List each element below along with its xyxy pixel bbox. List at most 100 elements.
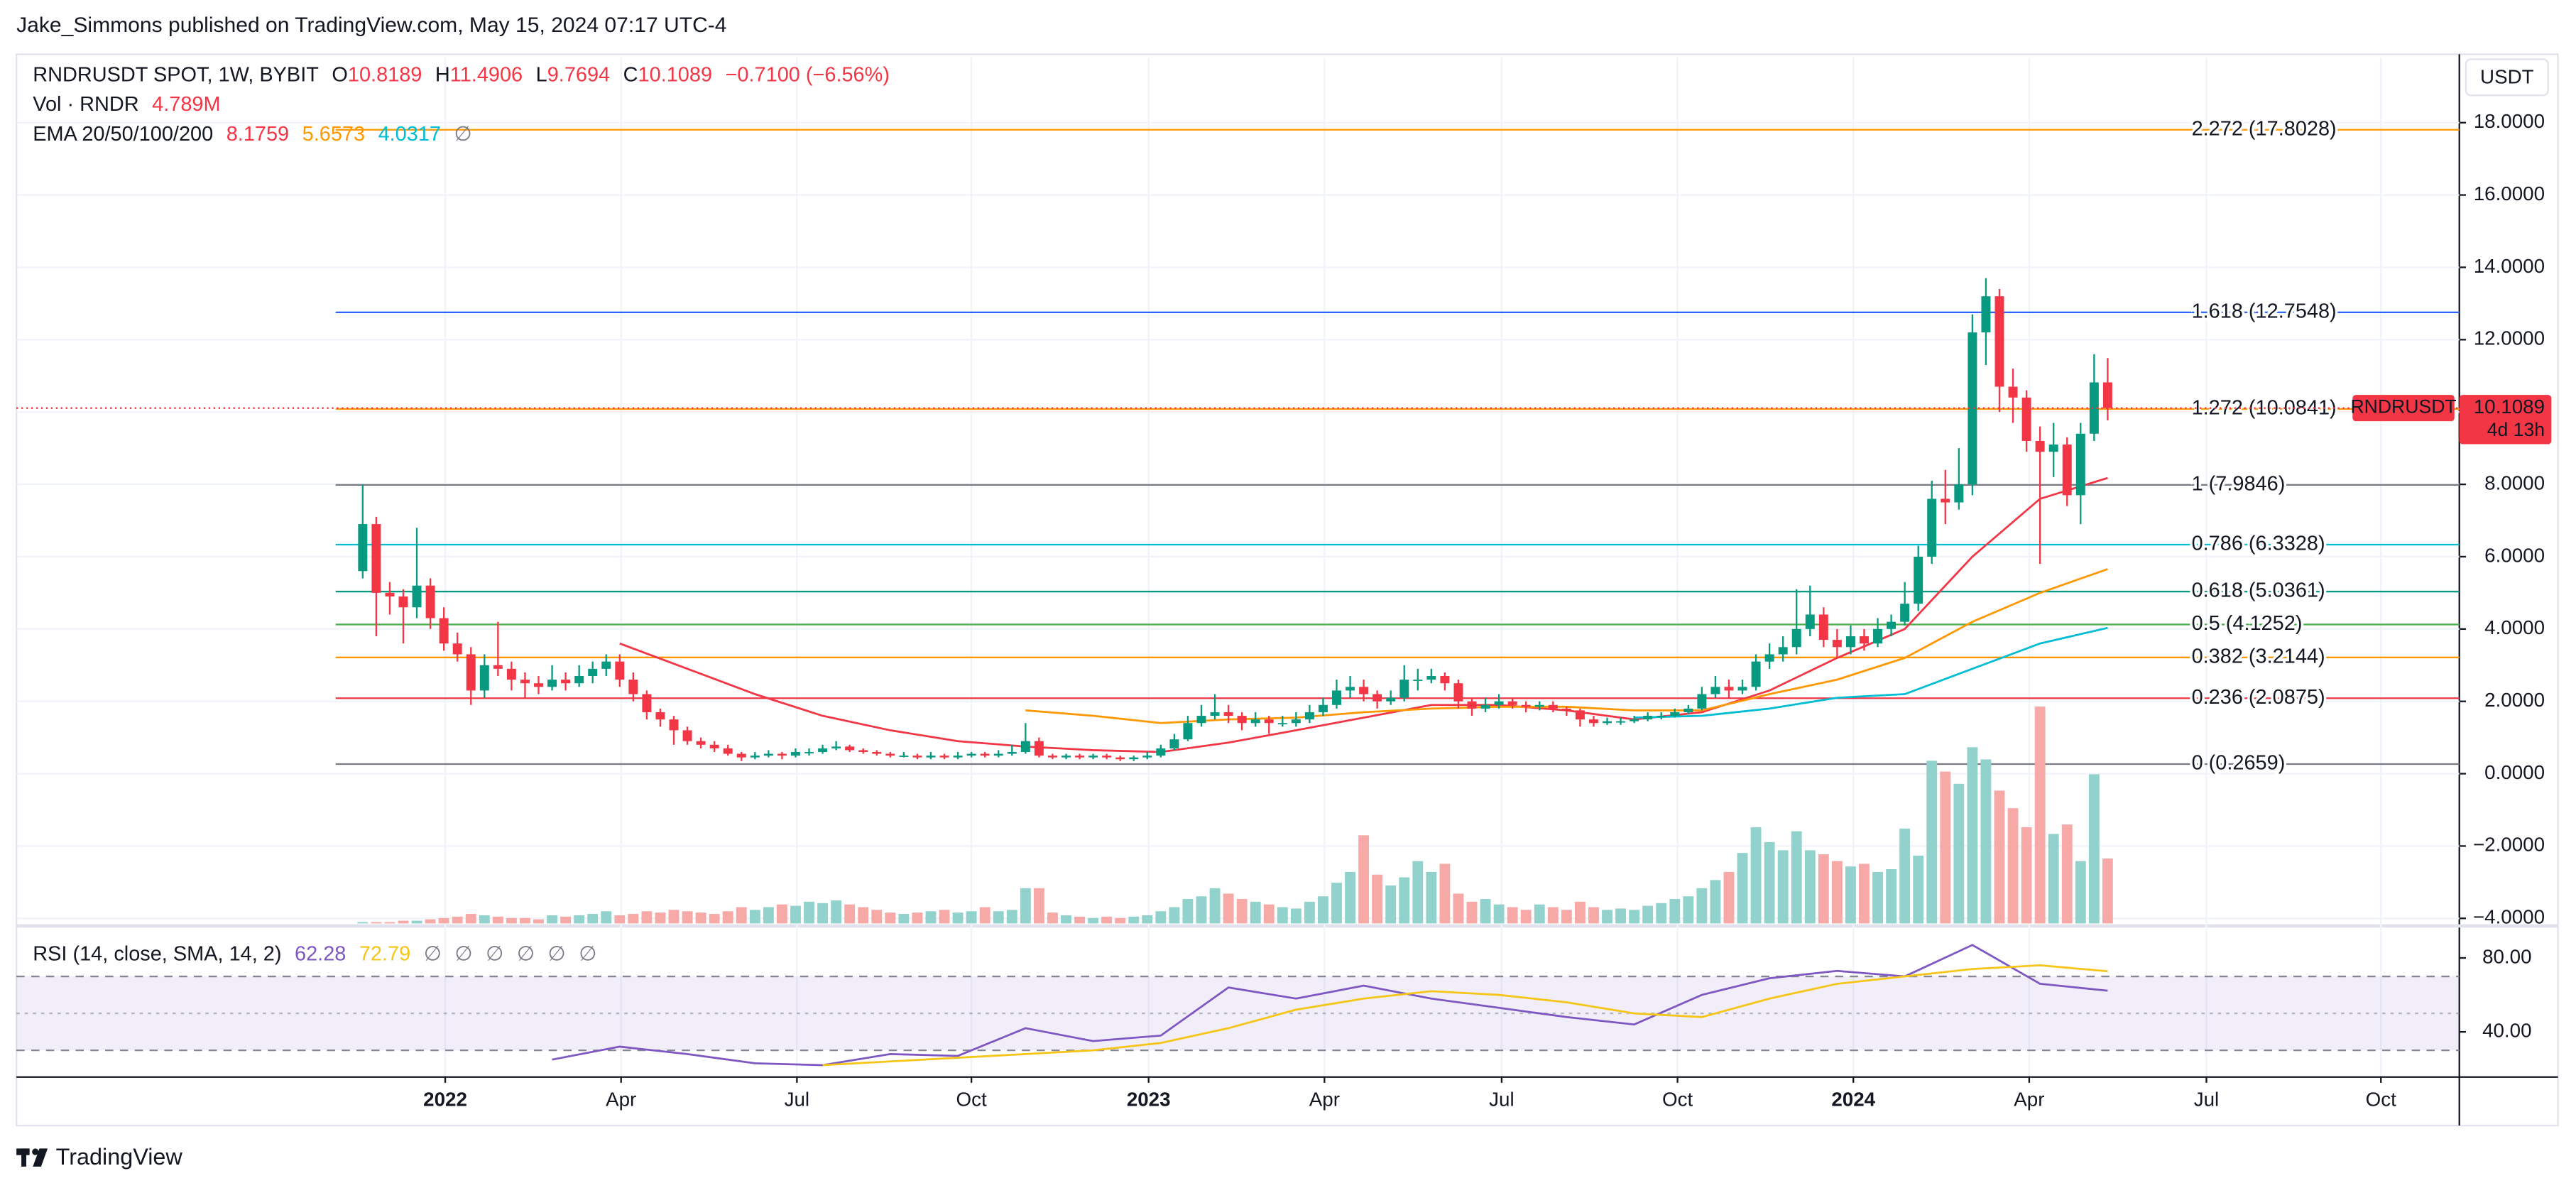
volume-bar xyxy=(547,915,557,924)
candle-body xyxy=(804,751,814,753)
candle-body xyxy=(1778,647,1788,655)
volume-bar xyxy=(736,907,747,924)
candle-body xyxy=(1156,748,1166,756)
volume-bar xyxy=(2061,824,2073,924)
fib-label: 0 (0.2659) xyxy=(2192,752,2286,775)
volume-bar xyxy=(1967,747,1978,924)
rsi-na: ∅ xyxy=(486,942,503,965)
volume-bar xyxy=(1047,912,1058,924)
volume-bar xyxy=(1061,915,1071,924)
legend-low: 9.7694 xyxy=(547,63,610,86)
candle-body xyxy=(1277,723,1287,725)
candle-body xyxy=(953,756,963,758)
candle-body xyxy=(1237,716,1247,724)
candle-body xyxy=(1196,716,1206,724)
volume-bar xyxy=(1953,783,1965,924)
legend-change: −0.7100 (−6.56%) xyxy=(726,63,890,86)
candle-body xyxy=(790,751,800,756)
volume-bar xyxy=(1128,916,1140,924)
rsi-na: ∅ xyxy=(517,942,535,965)
volume-bar xyxy=(560,916,572,924)
candle-body xyxy=(1291,719,1301,724)
candle-body xyxy=(2075,433,2085,496)
ema-line xyxy=(1634,626,2108,719)
candle-body xyxy=(1480,704,1490,709)
rsi-tick-label: 40.00 xyxy=(2482,1019,2531,1041)
candle-body xyxy=(858,750,868,752)
x-tick-label: Oct xyxy=(956,1089,987,1111)
candle-body xyxy=(628,680,638,694)
volume-bar xyxy=(993,911,1004,924)
x-tick-label: Apr xyxy=(2014,1089,2044,1111)
y-tick-label: 8.0000 xyxy=(2484,472,2545,494)
volume-bar xyxy=(1033,888,1044,924)
volume-bar xyxy=(1263,904,1275,924)
volume-bar xyxy=(1804,850,1816,924)
volume-bar xyxy=(2088,774,2100,924)
volume-bar xyxy=(1318,896,1328,924)
volume-bar xyxy=(871,910,883,924)
candle-body xyxy=(1129,757,1139,760)
candle-body xyxy=(1981,296,1991,333)
volume-bar xyxy=(1791,831,1802,924)
volume-bar xyxy=(1412,861,1424,924)
volume-bar xyxy=(1196,896,1207,924)
volume-bar xyxy=(1574,901,1586,924)
volume-bar xyxy=(831,900,842,924)
volume-bar xyxy=(479,915,490,924)
currency-box[interactable] xyxy=(2465,58,2549,97)
candle-body xyxy=(723,748,733,754)
candle-body xyxy=(912,756,922,758)
x-tick-label: Apr xyxy=(606,1089,636,1111)
volume-bar xyxy=(1561,910,1572,924)
volume-bar xyxy=(763,907,774,924)
candle-body xyxy=(1183,723,1193,740)
volume-bar xyxy=(574,915,585,924)
candle-body xyxy=(1887,621,1896,629)
ema-last: 8.1759 xyxy=(227,122,289,145)
y-tick-label: 14.0000 xyxy=(2474,255,2545,277)
volume-bar xyxy=(1304,901,1315,924)
volume-bar xyxy=(1223,893,1234,924)
candle-body xyxy=(1507,701,1517,705)
candle-body xyxy=(1020,741,1030,752)
volume-bar xyxy=(1737,853,1748,924)
candle-body xyxy=(1751,661,1761,687)
volume-bar xyxy=(695,912,706,924)
volume-bar xyxy=(1480,899,1491,924)
candle-body xyxy=(466,654,476,691)
volume-bar xyxy=(1250,901,1261,924)
candle-layer xyxy=(358,278,2112,761)
volume-bar xyxy=(452,916,463,924)
volume-bar xyxy=(1980,759,1992,924)
price-badge-value: 10.1089 xyxy=(2474,396,2545,418)
x-tick-label: Apr xyxy=(1309,1089,1340,1111)
candle-body xyxy=(1372,694,1382,702)
candle-body xyxy=(588,668,598,677)
candle-body xyxy=(1399,680,1409,698)
candle-body xyxy=(1346,687,1355,691)
volume-bar xyxy=(1101,916,1113,924)
volume-bar xyxy=(1723,871,1735,924)
volume-name: Vol · RNDR xyxy=(33,93,138,116)
candle-body xyxy=(885,753,895,756)
volume-bar xyxy=(1859,863,1870,924)
volume-bar xyxy=(1845,866,1856,924)
candle-body xyxy=(1630,719,1639,721)
volume-bar xyxy=(1547,907,1559,924)
currency-label[interactable]: USDT xyxy=(2480,65,2534,87)
volume-bar xyxy=(804,901,814,924)
volume-bar xyxy=(1926,761,1938,924)
rsi-na: ∅ xyxy=(548,942,566,965)
legend-open: 10.8189 xyxy=(348,63,422,86)
volume-bar xyxy=(1426,871,1437,924)
candle-body xyxy=(1616,721,1626,723)
volume-bar xyxy=(1602,910,1612,924)
volume-bar xyxy=(1669,899,1681,924)
candle-body xyxy=(1061,756,1071,758)
volume-bar xyxy=(506,917,517,924)
fib-label: 0.382 (3.2144) xyxy=(2192,645,2325,667)
candle-body xyxy=(1873,628,1883,644)
